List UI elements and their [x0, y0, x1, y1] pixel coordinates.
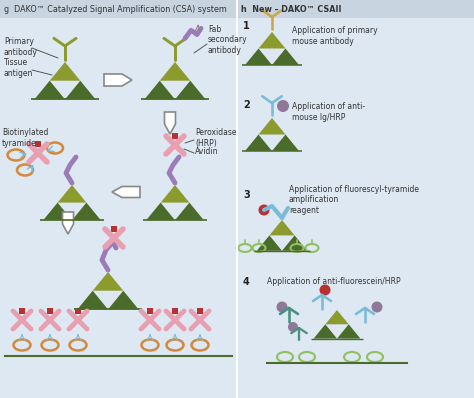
Polygon shape: [282, 235, 307, 251]
Circle shape: [288, 322, 298, 332]
FancyArrow shape: [164, 112, 175, 134]
Text: Peroxidase
(HRP): Peroxidase (HRP): [195, 128, 237, 148]
Bar: [172, 133, 178, 139]
Polygon shape: [337, 324, 360, 339]
Text: 1: 1: [243, 21, 250, 31]
Text: Biotinylated
tyramide: Biotinylated tyramide: [2, 128, 48, 148]
Bar: [75, 308, 81, 314]
Polygon shape: [145, 81, 175, 100]
FancyBboxPatch shape: [237, 0, 474, 18]
Text: Tissue
antigen: Tissue antigen: [4, 58, 33, 78]
Polygon shape: [272, 49, 299, 65]
Text: Avidin: Avidin: [195, 148, 219, 156]
Text: Application of anti-fluorescein/HRP: Application of anti-fluorescein/HRP: [267, 277, 401, 287]
Text: Primary
antibody: Primary antibody: [4, 37, 38, 57]
Polygon shape: [245, 49, 272, 65]
Polygon shape: [258, 118, 285, 135]
Text: Fab
secondary
antibody: Fab secondary antibody: [208, 25, 247, 55]
Polygon shape: [93, 272, 123, 291]
Bar: [147, 308, 153, 314]
Bar: [47, 308, 53, 314]
Polygon shape: [161, 185, 190, 203]
Polygon shape: [258, 32, 285, 49]
Polygon shape: [50, 62, 80, 81]
Text: 3: 3: [243, 190, 250, 200]
FancyArrow shape: [112, 187, 140, 197]
Circle shape: [319, 285, 330, 295]
Text: Application of anti-
mouse Ig/HRP: Application of anti- mouse Ig/HRP: [292, 102, 365, 122]
Polygon shape: [314, 324, 337, 339]
Circle shape: [277, 100, 289, 112]
FancyArrow shape: [104, 74, 132, 86]
Text: h  New – DAKO™ CSAII: h New – DAKO™ CSAII: [241, 4, 341, 14]
Polygon shape: [65, 81, 96, 100]
Text: Application of primary
mouse antibody: Application of primary mouse antibody: [292, 26, 378, 46]
Polygon shape: [108, 291, 138, 309]
Polygon shape: [175, 203, 204, 220]
Polygon shape: [35, 81, 65, 100]
Polygon shape: [245, 135, 272, 151]
Polygon shape: [146, 203, 175, 220]
Bar: [111, 226, 117, 232]
Circle shape: [372, 302, 383, 312]
Polygon shape: [257, 235, 282, 251]
Bar: [35, 141, 41, 147]
Polygon shape: [175, 81, 206, 100]
FancyArrow shape: [63, 212, 73, 234]
Text: 2: 2: [243, 100, 250, 110]
FancyBboxPatch shape: [0, 0, 237, 18]
Text: Application of fluorescyl-tyramide
amplification
reagent: Application of fluorescyl-tyramide ampli…: [289, 185, 419, 215]
Bar: [172, 308, 178, 314]
Bar: [197, 308, 203, 314]
Circle shape: [258, 205, 270, 215]
Text: 4: 4: [243, 277, 250, 287]
Bar: [19, 308, 25, 314]
Polygon shape: [43, 203, 72, 220]
Polygon shape: [58, 185, 86, 203]
Polygon shape: [72, 203, 101, 220]
Polygon shape: [160, 62, 190, 81]
Text: g  DAKO™ Catalyzed Signal Amplification (CSA) system: g DAKO™ Catalyzed Signal Amplification (…: [4, 4, 227, 14]
Polygon shape: [269, 220, 295, 235]
Polygon shape: [325, 310, 349, 324]
Circle shape: [276, 302, 288, 312]
Polygon shape: [272, 135, 299, 151]
Polygon shape: [77, 291, 108, 309]
